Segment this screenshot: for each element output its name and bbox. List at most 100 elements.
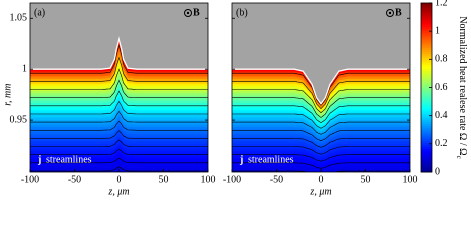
- colorbar-slice: [421, 142, 432, 146]
- streamline: [30, 79, 208, 98]
- streamline: [232, 105, 410, 124]
- streamline: [232, 130, 410, 142]
- colorbar-slice: [421, 106, 432, 110]
- colorbar-slice: [421, 74, 432, 78]
- x-tick-label: 50: [361, 174, 371, 185]
- colorbar-slice: [421, 129, 432, 133]
- panel: [30, 3, 208, 172]
- streamline: [30, 166, 208, 172]
- colorbar-slice: [421, 138, 432, 141]
- colorbar-slice: [421, 36, 432, 40]
- field-symbol: [184, 9, 192, 17]
- x-tick-label: 50: [159, 174, 169, 185]
- y-axis-label: r, mm: [2, 84, 13, 106]
- streamline: [232, 146, 410, 155]
- colorbar-slice: [421, 62, 432, 65]
- colorbar-slice: [421, 22, 432, 25]
- streamline: [30, 148, 208, 155]
- panel-label: (b): [236, 7, 248, 18]
- colorbar-slice: [421, 28, 432, 31]
- streamline: [30, 139, 208, 147]
- colorbar-slice: [421, 144, 432, 148]
- colorbar-slice: [421, 161, 432, 165]
- colorbar-slice: [421, 15, 432, 19]
- colorbar-slice: [421, 165, 432, 169]
- current-symbol: j: [239, 154, 243, 165]
- streamline: [232, 113, 410, 129]
- streamline: [232, 170, 410, 172]
- colorbar-slice: [421, 112, 432, 116]
- streamline: [232, 162, 410, 169]
- colorbar-slice: [421, 11, 432, 15]
- colorbar-slice: [421, 100, 432, 103]
- colorbar-slice: [421, 38, 432, 42]
- colorbar-tick-label: 1: [435, 25, 440, 36]
- colorbar-slice: [421, 169, 432, 173]
- colorbar-tick-label: 1.2: [435, 0, 448, 8]
- field-label: B: [193, 7, 200, 18]
- colorbar-slice: [421, 167, 432, 171]
- x-axis-label: z, μm: [107, 186, 129, 197]
- streamline: [30, 68, 208, 90]
- colorbar-slice: [421, 91, 432, 95]
- colorbar-slice: [421, 45, 432, 48]
- streamline: [232, 138, 410, 148]
- colorbar-slice: [421, 70, 432, 74]
- colorbar-slice: [421, 9, 432, 12]
- colorbar-slice: [421, 89, 432, 93]
- colorbar-slice: [421, 127, 432, 131]
- colorbar-slice: [421, 133, 432, 137]
- colorbar-slice: [421, 47, 432, 50]
- colorbar-slice: [421, 66, 432, 69]
- surface-line: [232, 68, 410, 105]
- colorbar-slice: [421, 95, 432, 99]
- colorbar-slice: [421, 125, 432, 129]
- colorbar-slice: [421, 49, 432, 53]
- colorbar-label-main: Normalized heat realese rate Ω / Ω: [457, 16, 468, 155]
- colorbar-slice: [421, 55, 432, 59]
- colorbar-slice: [421, 93, 432, 97]
- colorbar-slice: [421, 41, 432, 44]
- x-tick-label: -100: [223, 174, 241, 185]
- x-tick-label: 100: [403, 174, 418, 185]
- colorbar-slice: [421, 121, 432, 124]
- streamline: [30, 56, 208, 82]
- colorbar-slice: [421, 72, 432, 76]
- colorbar-slice: [421, 87, 432, 91]
- x-tick-label: 100: [201, 174, 216, 185]
- colorbar-tick-label: 0.6: [435, 82, 448, 93]
- colorbar-slice: [421, 163, 432, 167]
- panel: [232, 3, 410, 172]
- streamline: [232, 154, 410, 162]
- y-tick-label: 0.95: [10, 114, 28, 125]
- colorbar-slice: [421, 150, 432, 154]
- streamline: [30, 120, 208, 131]
- x-axis-label: z, μm: [309, 186, 331, 197]
- streamline: [30, 100, 208, 115]
- colorbar-label: Normalized heat realese rate Ω / Ωc: [455, 16, 467, 158]
- current-symbol: j: [37, 154, 41, 165]
- colorbar-slice: [421, 32, 432, 36]
- colorbar-slice: [421, 64, 432, 67]
- colorbar-slice: [421, 83, 432, 86]
- y-tick-label: 1.05: [10, 13, 28, 24]
- colorbar-tick-label: 0: [435, 166, 440, 177]
- y-tick-label: 1: [22, 63, 27, 74]
- streamline: [232, 81, 410, 110]
- colorbar-slice: [421, 24, 432, 27]
- streamlines-label: streamlines: [248, 154, 294, 165]
- x-tick-label: -100: [21, 174, 39, 185]
- streamline: [232, 97, 410, 118]
- streamline: [30, 44, 208, 74]
- colorbar-tick-label: 0.8: [435, 54, 448, 65]
- colorbar-slice: [421, 131, 432, 135]
- colorbar-slice: [421, 57, 432, 61]
- colorbar-slice: [421, 140, 432, 143]
- colorbar-slice: [421, 30, 432, 34]
- streamline: [232, 121, 410, 135]
- surface-line: [30, 36, 208, 70]
- field-symbol: [386, 9, 394, 17]
- colorbar-slice: [421, 5, 432, 8]
- streamline: [30, 110, 208, 123]
